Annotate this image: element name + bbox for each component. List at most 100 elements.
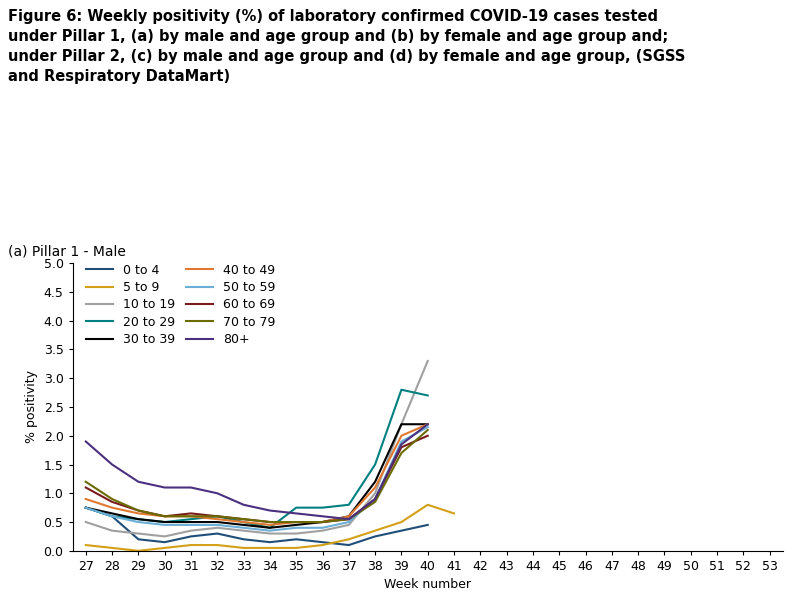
70 to 79 <box>265 518 274 526</box>
5 to 9 <box>160 544 169 551</box>
80+ <box>423 420 433 428</box>
0 to 4 <box>291 536 301 543</box>
70 to 79 <box>212 513 222 520</box>
10 to 19 <box>212 524 222 531</box>
Line: 0 to 4: 0 to 4 <box>86 508 428 545</box>
Text: (a) Pillar 1 - Male: (a) Pillar 1 - Male <box>8 245 126 259</box>
40 to 49 <box>186 513 196 520</box>
60 to 69 <box>81 484 90 491</box>
40 to 49 <box>344 513 353 520</box>
50 to 59 <box>265 527 274 534</box>
20 to 29 <box>239 518 249 526</box>
5 to 9 <box>423 501 433 509</box>
Legend: 0 to 4, 5 to 9, 10 to 19, 20 to 29, 30 to 39, 40 to 49, 50 to 59, 60 to 69, 70 t: 0 to 4, 5 to 9, 10 to 19, 20 to 29, 30 t… <box>86 264 275 346</box>
30 to 39 <box>160 518 169 526</box>
Y-axis label: % positivity: % positivity <box>25 370 38 444</box>
40 to 49 <box>107 504 117 512</box>
30 to 39 <box>107 510 117 517</box>
0 to 4 <box>265 539 274 546</box>
80+ <box>318 513 328 520</box>
20 to 29 <box>344 501 353 509</box>
60 to 69 <box>212 513 222 520</box>
5 to 9 <box>239 544 249 551</box>
30 to 39 <box>370 478 380 485</box>
70 to 79 <box>370 498 380 506</box>
80+ <box>212 490 222 497</box>
20 to 29 <box>291 504 301 512</box>
5 to 9 <box>370 527 380 534</box>
Line: 30 to 39: 30 to 39 <box>86 424 428 528</box>
30 to 39 <box>133 515 143 523</box>
0 to 4 <box>186 532 196 540</box>
30 to 39 <box>291 521 301 529</box>
40 to 49 <box>423 420 433 428</box>
70 to 79 <box>291 518 301 526</box>
50 to 59 <box>160 521 169 529</box>
30 to 39 <box>265 524 274 531</box>
5 to 9 <box>212 542 222 549</box>
40 to 49 <box>291 518 301 526</box>
10 to 19 <box>344 521 353 529</box>
40 to 49 <box>265 521 274 529</box>
Line: 50 to 59: 50 to 59 <box>86 427 428 531</box>
5 to 9 <box>186 542 196 549</box>
60 to 69 <box>396 444 406 451</box>
80+ <box>81 438 90 445</box>
0 to 4 <box>318 539 328 546</box>
40 to 49 <box>370 484 380 491</box>
20 to 29 <box>160 518 169 526</box>
30 to 39 <box>396 420 406 428</box>
20 to 29 <box>81 504 90 512</box>
40 to 49 <box>81 495 90 502</box>
20 to 29 <box>396 386 406 394</box>
50 to 59 <box>212 521 222 529</box>
Line: 20 to 29: 20 to 29 <box>86 390 428 528</box>
20 to 29 <box>370 461 380 468</box>
80+ <box>396 441 406 448</box>
40 to 49 <box>133 510 143 517</box>
70 to 79 <box>107 495 117 502</box>
80+ <box>160 484 169 491</box>
60 to 69 <box>160 513 169 520</box>
10 to 19 <box>370 490 380 497</box>
5 to 9 <box>133 547 143 554</box>
60 to 69 <box>423 432 433 439</box>
50 to 59 <box>239 524 249 531</box>
Line: 5 to 9: 5 to 9 <box>86 505 454 551</box>
10 to 19 <box>239 527 249 534</box>
30 to 39 <box>344 513 353 520</box>
80+ <box>265 507 274 514</box>
Line: 10 to 19: 10 to 19 <box>86 361 428 536</box>
70 to 79 <box>344 515 353 523</box>
50 to 59 <box>107 513 117 520</box>
Line: 70 to 79: 70 to 79 <box>86 430 428 522</box>
0 to 4 <box>344 542 353 549</box>
50 to 59 <box>318 524 328 531</box>
20 to 29 <box>318 504 328 512</box>
80+ <box>186 484 196 491</box>
60 to 69 <box>186 510 196 517</box>
20 to 29 <box>186 515 196 523</box>
10 to 19 <box>160 532 169 540</box>
30 to 39 <box>212 518 222 526</box>
0 to 4 <box>239 536 249 543</box>
50 to 59 <box>186 521 196 529</box>
20 to 29 <box>423 392 433 399</box>
0 to 4 <box>396 527 406 534</box>
5 to 9 <box>107 544 117 551</box>
5 to 9 <box>449 510 459 517</box>
30 to 39 <box>318 518 328 526</box>
Line: 40 to 49: 40 to 49 <box>86 424 428 525</box>
20 to 29 <box>212 513 222 520</box>
70 to 79 <box>318 518 328 526</box>
5 to 9 <box>344 536 353 543</box>
Line: 80+: 80+ <box>86 424 428 519</box>
Text: Figure 6: Weekly positivity (%) of laboratory confirmed COVID-19 cases tested
un: Figure 6: Weekly positivity (%) of labor… <box>8 9 685 84</box>
0 to 4 <box>423 521 433 529</box>
0 to 4 <box>212 530 222 537</box>
5 to 9 <box>291 544 301 551</box>
40 to 49 <box>212 515 222 523</box>
10 to 19 <box>318 527 328 534</box>
70 to 79 <box>396 449 406 457</box>
80+ <box>133 478 143 485</box>
